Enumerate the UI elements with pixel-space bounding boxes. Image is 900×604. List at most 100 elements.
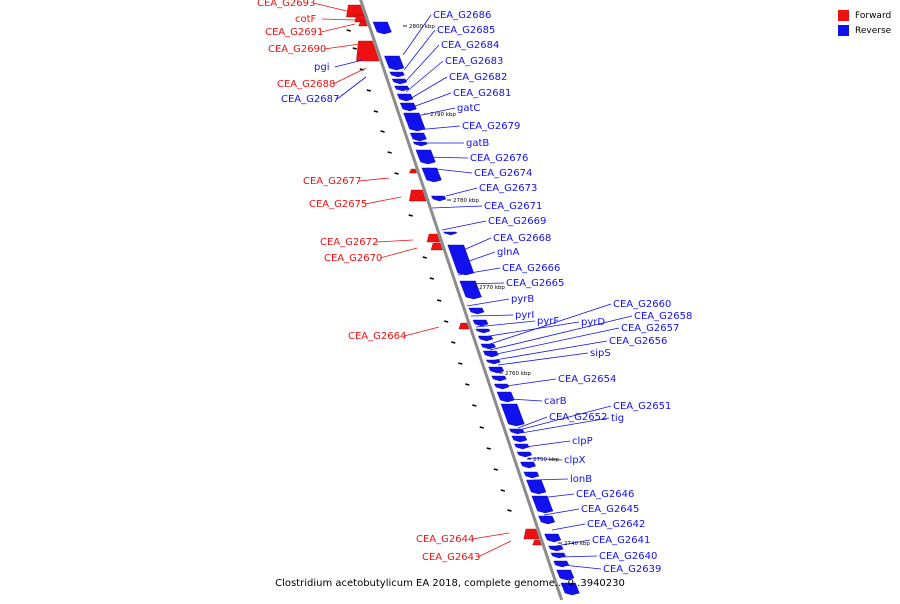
reverse-swatch (838, 25, 849, 36)
reverse-gene (389, 71, 405, 78)
gene-label: CEA_G2688 (277, 79, 335, 90)
forward-gene (458, 322, 470, 330)
label-connector (405, 60, 444, 93)
gene-label: CEA_G2644 (416, 534, 474, 545)
forward-gene (430, 242, 443, 251)
gene-label: CEA_G2668 (493, 233, 551, 244)
label-connector (334, 59, 364, 68)
gene-label: CEA_G2676 (470, 153, 528, 164)
reverse-gene (548, 545, 564, 552)
label-connector (460, 282, 505, 285)
forward-gene (358, 20, 368, 27)
gene-label: CEA_G2673 (479, 183, 537, 194)
gene-label: clpP (572, 436, 593, 447)
legend: Forward Reverse (838, 8, 891, 38)
gene-label: CEA_G2658 (634, 311, 692, 322)
gene-label: CEA_G2684 (441, 40, 499, 51)
feature-dash (472, 404, 477, 407)
label-connector (402, 14, 432, 56)
reverse-gene (493, 383, 510, 390)
tick-label: 2780 kbp (453, 198, 479, 204)
feature-dash (486, 447, 491, 450)
reverse-gene (516, 451, 533, 458)
label-connector (524, 440, 571, 448)
forward-gene (532, 539, 542, 546)
gene-label: CEA_G2657 (621, 323, 679, 334)
label-connector (457, 267, 501, 276)
reverse-gene (538, 515, 556, 525)
label-connector (517, 416, 548, 429)
reverse-gene (553, 560, 570, 568)
feature-dash (436, 299, 442, 302)
reverse-gene (447, 244, 475, 276)
feature-dash (429, 277, 434, 280)
reverse-gene (399, 102, 417, 112)
forward-gene (356, 40, 380, 62)
label-connector (336, 76, 367, 100)
reverse-gene (500, 403, 525, 427)
label-connector (532, 478, 569, 481)
reverse-gene (511, 435, 528, 443)
label-connector (454, 251, 496, 267)
gene-label: CEA_G2654 (558, 374, 616, 385)
reverse-gene (372, 21, 392, 35)
tick-label: 2770 kbp (479, 285, 505, 291)
label-connector (518, 405, 612, 431)
label-connector (426, 167, 473, 174)
label-connector (482, 321, 580, 338)
forward-gene (523, 528, 540, 540)
label-connector (441, 220, 487, 231)
gene-label: CEA_G2675 (309, 199, 367, 210)
gene-label: pgi (314, 62, 329, 73)
feature-dash (387, 151, 392, 154)
label-connector (407, 76, 448, 101)
reverse-gene (556, 569, 575, 581)
feature-dash (451, 341, 456, 344)
label-connector (497, 352, 589, 366)
gene-label: CEA_G2690 (268, 44, 326, 55)
label-connector (404, 326, 440, 337)
label-connector (509, 398, 543, 402)
map-caption: Clostridium acetobutylicum EA 2018, comp… (275, 578, 625, 589)
label-connector (321, 18, 357, 21)
gene-label: cotF (295, 14, 317, 25)
gene-label: CEA_G2686 (433, 10, 491, 21)
gene-label: glnA (497, 247, 519, 258)
reverse-gene (526, 479, 547, 495)
label-connector (451, 237, 492, 256)
label-connector (379, 247, 418, 259)
reverse-gene (391, 78, 408, 85)
tick-label: 2760 kbp (505, 371, 531, 377)
gene-label: CEA_G2640 (599, 551, 657, 562)
label-connector (431, 205, 483, 209)
legend-item-forward: Forward (838, 8, 891, 23)
feature-dash (444, 320, 449, 323)
gene-label: CEA_G2691 (265, 27, 323, 38)
legend-label-forward: Forward (855, 10, 892, 21)
gene-label: CEA_G2651 (613, 401, 671, 412)
reverse-gene (514, 443, 530, 450)
reverse-gene (394, 85, 410, 92)
gene-label: CEA_G2685 (437, 25, 495, 36)
label-connector (470, 314, 514, 317)
feature-dash (507, 509, 512, 512)
gene-label: CEA_G2660 (613, 299, 671, 310)
reverse-gene (531, 495, 554, 514)
gene-label: CEA_G2666 (502, 263, 560, 274)
feature-dash (352, 47, 357, 50)
gene-label: CEA_G2656 (609, 336, 667, 347)
label-connector (560, 555, 598, 558)
label-connector (313, 2, 356, 14)
reverse-gene (496, 391, 515, 403)
feature-layer (346, 4, 580, 596)
reverse-gene (421, 167, 442, 183)
reverse-gene (523, 471, 540, 479)
gene-label: CEA_G2652 (549, 412, 607, 423)
feature-dash (380, 130, 385, 133)
label-connector (404, 44, 440, 83)
forward-gene (426, 233, 441, 243)
label-connector (376, 239, 414, 243)
